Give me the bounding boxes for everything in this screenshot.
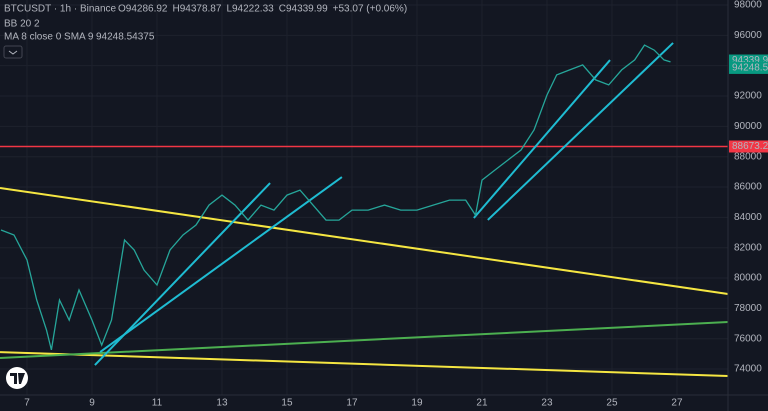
ohlc-value: O94286.92 <box>118 4 168 15</box>
price-tag-label: 94248.543 <box>732 63 768 74</box>
y-tick-label: 92000 <box>734 91 762 102</box>
x-tick-label: 7 <box>24 398 30 409</box>
indicator: MA 8 close 0 SMA 9 <box>4 32 94 43</box>
y-tick-label: 82000 <box>734 242 762 253</box>
y-tick-label: 86000 <box>734 182 762 193</box>
price-tag <box>729 61 768 74</box>
tv-logo <box>6 367 28 389</box>
collapse-button[interactable] <box>3 45 23 59</box>
trendline <box>487 42 674 221</box>
x-tick-label: 19 <box>411 398 423 409</box>
x-tick-label: 17 <box>346 398 358 409</box>
trendline <box>0 351 729 378</box>
plot-area <box>0 0 729 395</box>
y-tick-label: 80000 <box>734 273 762 284</box>
indicator-value: 94248.54375 <box>96 32 155 43</box>
y-tick-label: 84000 <box>734 212 762 223</box>
y-tick-label: 74000 <box>734 364 762 375</box>
price-tag <box>729 140 768 153</box>
trendline <box>0 186 729 295</box>
y-tick-label: 98000 <box>734 0 762 11</box>
trendline <box>99 176 343 353</box>
y-tick-label: 76000 <box>734 333 762 344</box>
indicator: BB 20 2 <box>4 19 40 30</box>
x-tick-label: 23 <box>541 398 553 409</box>
y-tick-label: 90000 <box>734 121 762 132</box>
x-tick-label: 25 <box>606 398 618 409</box>
ohlc-values: O94286.92 H94378.87 L94222.33 C94339.99 +53.… <box>118 4 407 15</box>
price-tag-label: 88673.27 <box>732 141 768 152</box>
x-tick-label: 21 <box>476 398 488 409</box>
x-tick-label: 15 <box>281 398 293 409</box>
ohlc-value: C94339.99 <box>279 4 328 15</box>
x-tick-label: 11 <box>152 398 163 409</box>
y-tick-label: 88000 <box>734 151 762 162</box>
y-tick-label: 96000 <box>734 30 762 41</box>
x-tick-label: 9 <box>89 398 95 409</box>
ohlc-value: L94222.33 <box>226 4 274 15</box>
price-tag-label: 94339.99 <box>732 55 768 66</box>
x-tick-label: 13 <box>216 398 228 409</box>
price-line <box>0 44 671 351</box>
ohlc-value: H94378.87 <box>173 4 222 15</box>
symbol-title: BTCUSDT · 1h · Binance <box>4 4 117 15</box>
trendline <box>473 59 611 219</box>
ohlc-value: +53.07 (+0.06%) <box>333 4 408 15</box>
x-tick-label: 27 <box>671 398 683 409</box>
collapse-icon <box>8 50 18 55</box>
trendline <box>0 321 729 359</box>
y-tick-label: 78000 <box>734 303 762 314</box>
